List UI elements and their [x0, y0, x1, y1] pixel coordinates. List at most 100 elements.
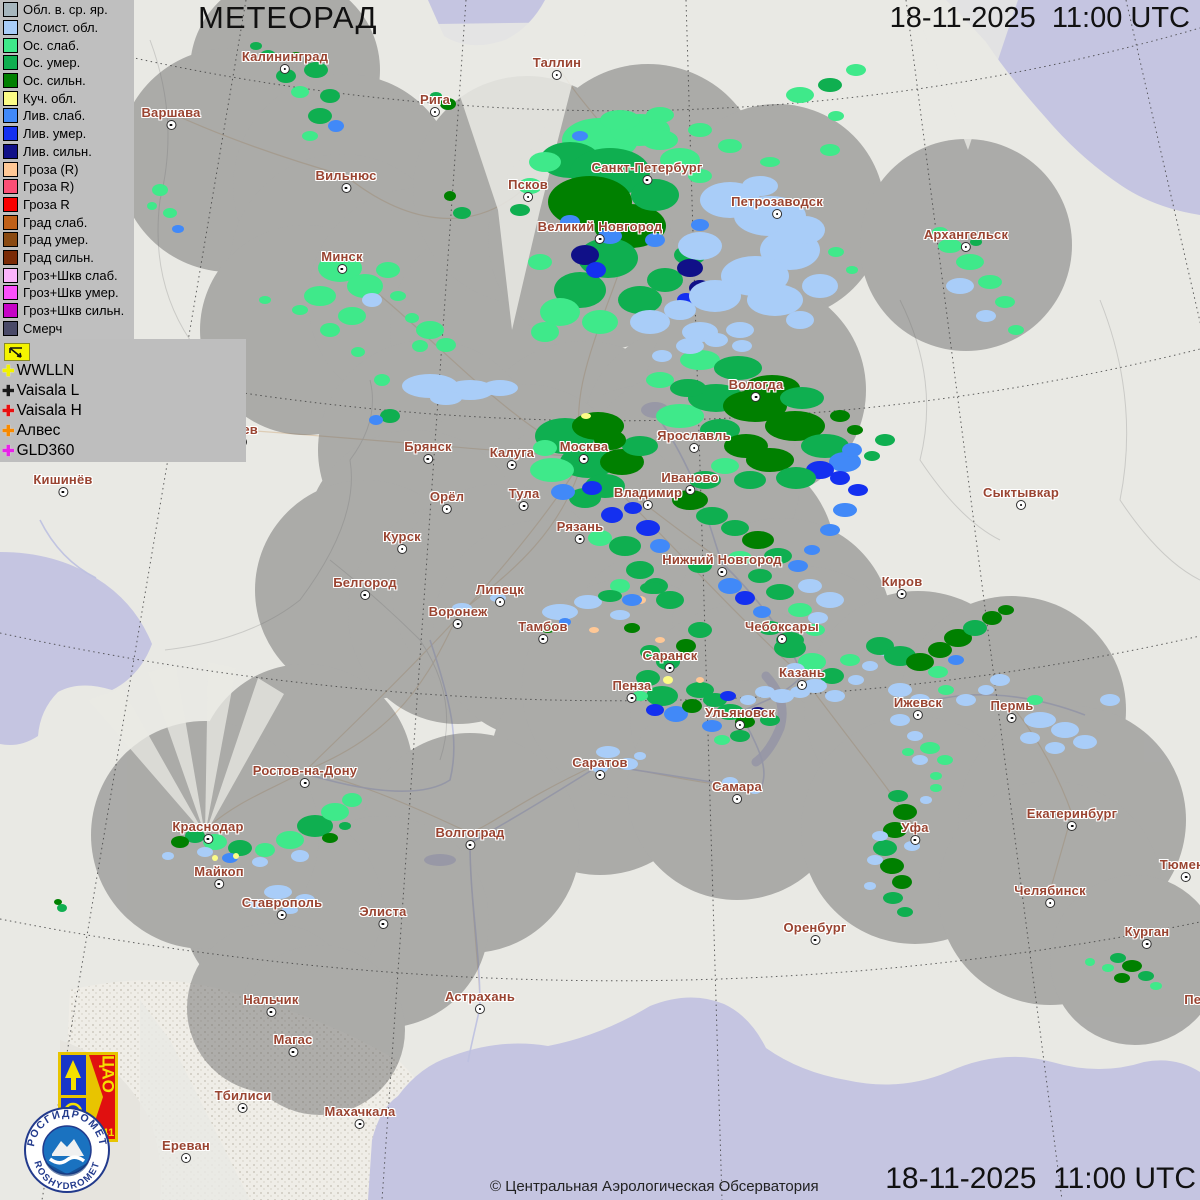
precip-echo-g1 — [995, 296, 1015, 308]
precip-echo-g2 — [764, 548, 792, 564]
precip-echo-g1 — [956, 254, 984, 270]
precip-echo-lb — [362, 293, 382, 307]
krasnodar-blocked-sector — [148, 666, 205, 835]
precip-echo-g3 — [830, 410, 850, 422]
legend-row: Гроза R) — [0, 178, 134, 196]
precip-echo-g3 — [746, 448, 794, 472]
precip-echo-g2 — [622, 436, 658, 456]
precip-echo-g1 — [600, 110, 640, 130]
legend-swatch — [3, 249, 18, 265]
precip-echo-g2 — [801, 434, 849, 458]
precip-echo-g2 — [730, 730, 750, 742]
precip-echo-g3 — [322, 833, 338, 843]
azov-black-sea — [0, 552, 152, 745]
legend-label: Лив. умер. — [23, 126, 87, 142]
precip-echo-g2 — [748, 569, 772, 583]
precip-echo-b2 — [735, 591, 755, 605]
precip-echo-b1 — [948, 655, 964, 665]
precip-echo-g2 — [716, 704, 744, 720]
precip-echo-g1 — [342, 793, 362, 807]
precip-echo-lb — [890, 714, 910, 726]
precip-echo-g2 — [656, 591, 684, 609]
precip-echo-lb — [482, 380, 518, 396]
radar-coverage-circle — [627, 680, 847, 900]
precip-echo-g1 — [786, 87, 814, 103]
precip-echo-g3 — [676, 639, 696, 653]
radar-coverage-circle — [348, 504, 568, 724]
precip-echo-g1 — [805, 624, 825, 636]
precip-echo-lb — [770, 689, 794, 703]
precip-echo-g2 — [766, 584, 794, 600]
precip-echo-g2 — [640, 582, 664, 594]
precip-echo-g1 — [646, 372, 674, 388]
precip-echo-tz — [589, 627, 599, 633]
caspian-sea — [368, 997, 1200, 1200]
precip-echo-lb — [732, 340, 752, 352]
precip-echo-g2 — [688, 559, 712, 573]
precip-echo-g2 — [320, 89, 340, 103]
precip-echo-g2 — [1110, 953, 1126, 963]
precip-echo-lb — [1051, 722, 1079, 738]
precip-echo-g2 — [963, 620, 987, 636]
precip-echo-g2 — [297, 815, 333, 837]
precip-echo-lb — [904, 841, 920, 851]
precip-echo-g2 — [721, 520, 749, 536]
precip-echo-lb — [786, 311, 814, 329]
precip-echo-lb — [802, 274, 838, 298]
precip-echo-b1 — [650, 539, 670, 553]
precip-echo-lb — [678, 232, 722, 260]
precip-echo-g2 — [646, 686, 678, 706]
precip-echo-lb — [1100, 694, 1120, 706]
precip-echo-lb — [956, 694, 976, 706]
precip-echo-g2 — [714, 356, 762, 380]
precip-echo-g3 — [440, 98, 456, 110]
precip-echo-lb — [722, 777, 738, 787]
datetime-top: 18-11-2025 11:00 UTC — [889, 2, 1190, 34]
precip-echo-g1 — [642, 130, 678, 150]
precip-echo-g1 — [820, 144, 840, 156]
precip-echo-g1 — [533, 440, 557, 456]
precip-echo-g1 — [1008, 325, 1024, 335]
precip-echo-g2 — [308, 108, 332, 124]
precip-echo-g2 — [873, 840, 897, 856]
baltic-gap-wedge — [436, 22, 588, 330]
precip-echo-y — [663, 676, 673, 684]
precip-echo-g1 — [978, 275, 1002, 289]
precip-echo-g3 — [880, 858, 904, 874]
precip-echo-g1 — [291, 86, 309, 98]
precip-echo-g3 — [594, 430, 626, 450]
precip-echo-lb — [990, 674, 1010, 686]
precip-echo-lb — [252, 857, 268, 867]
legend-swatch — [3, 73, 18, 89]
precip-echo-b1 — [572, 131, 588, 141]
precip-echo-g2 — [598, 590, 622, 602]
radar-coverage-circle — [938, 781, 1162, 1005]
precip-echo-g2 — [774, 638, 806, 658]
precip-echo-lb — [978, 685, 994, 695]
precip-echo-g1 — [152, 184, 168, 196]
precip-echo-g1 — [338, 307, 366, 325]
precip-echo-g2 — [1138, 971, 1154, 981]
precip-echo-b3 — [571, 245, 599, 265]
radar-coverage-circle — [392, 484, 608, 700]
precip-echo-g1 — [1102, 964, 1114, 972]
precip-echo-lb — [912, 824, 924, 832]
legend-label: Лив. слаб. — [23, 108, 86, 124]
precip-echo-b1 — [718, 578, 742, 594]
krasnodar-blocked-sector — [205, 678, 284, 835]
precip-echo-lb — [689, 280, 741, 312]
precip-echo-g1 — [828, 111, 844, 121]
precip-echo-lb — [596, 746, 620, 758]
precip-echo-g1 — [930, 772, 942, 780]
precip-echo-b1 — [172, 225, 184, 233]
legend-swatch — [3, 143, 18, 159]
precip-echo-lb — [1024, 712, 1056, 728]
precip-echo-g1 — [680, 350, 720, 370]
legend-label: Гроза R) — [23, 179, 75, 195]
precip-echo-g2 — [453, 207, 471, 219]
precip-echo-g1 — [436, 338, 456, 352]
precip-echo-g2 — [380, 409, 400, 423]
precip-echo-g1 — [938, 685, 954, 695]
legend-row: Обл. в. ср. яр. — [0, 1, 134, 19]
